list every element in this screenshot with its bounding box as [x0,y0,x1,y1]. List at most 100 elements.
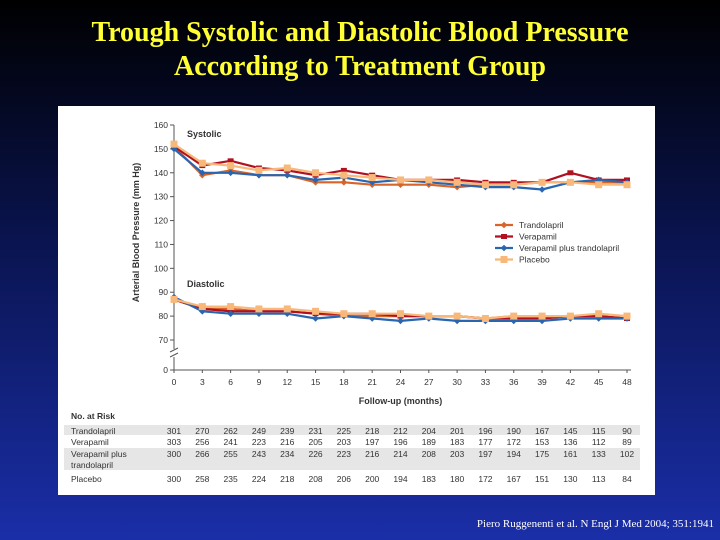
data-point-diastolic [227,310,234,318]
data-point-diastolic [595,310,603,318]
at-risk-value: 145 [563,426,577,436]
axis-break-mark [169,352,179,358]
y-tick-label: 130 [154,192,168,202]
systolic-label: Systolic [187,129,222,139]
at-risk-value: 197 [478,449,492,459]
data-point-diastolic [170,295,178,303]
data-point-systolic [538,186,546,193]
at-risk-value: 226 [308,449,322,459]
at-risk-value: 203 [337,437,351,447]
data-point-diastolic [623,312,631,320]
at-risk-value: 115 [592,426,606,436]
data-point-systolic [227,162,235,170]
at-risk-value: 223 [337,449,351,459]
at-risk-value: 223 [252,437,266,447]
at-risk-row-label: Trandolapril [71,426,116,436]
at-risk-value: 203 [450,449,464,459]
at-risk-value: 194 [507,449,521,459]
at-risk-value: 89 [622,437,632,447]
at-risk-value: 133 [592,449,606,459]
at-risk-value: 262 [224,426,238,436]
slide-title: Trough Systolic and Diastolic Blood Pres… [0,16,720,84]
at-risk-value: 167 [535,426,549,436]
x-tick-label: 3 [200,377,205,387]
title-line-1: Trough Systolic and Diastolic Blood Pres… [91,17,629,48]
data-point-diastolic [453,317,461,325]
at-risk-value: 206 [337,474,351,484]
at-risk-value: 225 [337,426,351,436]
data-point-diastolic [368,310,376,318]
x-axis-title: Follow-up (months) [359,396,442,406]
data-point-systolic [595,176,602,184]
x-tick-label: 24 [396,377,406,387]
at-risk-value: 84 [622,474,632,484]
at-risk-row-band [64,425,640,435]
x-tick-label: 27 [424,377,434,387]
at-risk-value: 151 [535,474,549,484]
x-tick-label: 9 [257,377,262,387]
at-risk-value: 218 [365,426,379,436]
y-tick-label: 80 [159,311,169,321]
at-risk-value: 205 [308,437,322,447]
at-risk-row-label: Verapamil plus [71,449,127,459]
data-point-diastolic [199,308,206,315]
at-risk-value: 201 [450,426,464,436]
data-point-diastolic [198,303,206,311]
data-point-systolic [199,169,206,177]
at-risk-value: 172 [507,437,521,447]
x-tick-label: 45 [594,377,604,387]
at-risk-value: 214 [393,449,407,459]
at-risk-value: 303 [167,437,181,447]
legend-marker [500,221,508,229]
at-risk-row-label: Verapamil [71,437,109,447]
diastolic-label: Diastolic [187,279,225,289]
at-risk-value: 190 [507,426,521,436]
axis-break-mark [169,347,179,353]
at-risk-value: 183 [422,474,436,484]
at-risk-value: 241 [224,437,238,447]
data-point-diastolic [255,305,263,313]
data-point-systolic [595,181,603,189]
legend-label: Trandolapril [519,220,564,230]
at-risk-value: 234 [280,449,294,459]
y-tick-label: 160 [154,120,168,130]
at-risk-value: 167 [507,474,521,484]
at-risk-value: 300 [167,449,181,459]
data-point-diastolic [340,310,348,318]
data-point-diastolic [595,315,602,322]
data-point-systolic [227,158,234,164]
y-tick-label: 70 [159,335,169,345]
y-tick-label: 100 [154,263,168,273]
x-tick-label: 30 [452,377,462,387]
at-risk-value: 102 [620,449,634,459]
data-point-diastolic [538,312,546,320]
x-tick-label: 21 [367,377,377,387]
at-risk-value: 218 [280,474,294,484]
data-point-systolic [425,176,433,184]
y-tick-label: 0 [163,365,168,375]
data-point-systolic [340,167,347,173]
at-risk-value: 216 [365,449,379,459]
at-risk-value: 270 [195,426,209,436]
y-tick-label: 110 [154,239,168,249]
legend-marker [501,234,507,239]
at-risk-value: 301 [167,426,181,436]
data-point-diastolic [510,312,518,320]
x-tick-label: 42 [566,377,576,387]
x-tick-label: 36 [509,377,519,387]
data-point-systolic [567,170,574,176]
at-risk-value: 113 [592,474,606,484]
data-point-diastolic [397,317,404,325]
data-point-diastolic [227,303,235,311]
at-risk-value: 208 [308,474,322,484]
at-risk-value: 204 [422,426,436,436]
at-risk-value: 180 [450,474,464,484]
at-risk-value: 175 [535,449,549,459]
at-risk-value: 112 [592,437,606,447]
at-risk-value: 196 [478,426,492,436]
at-risk-value: 235 [224,474,238,484]
at-risk-value: 208 [422,449,436,459]
data-point-systolic [255,166,263,174]
at-risk-value: 200 [365,474,379,484]
